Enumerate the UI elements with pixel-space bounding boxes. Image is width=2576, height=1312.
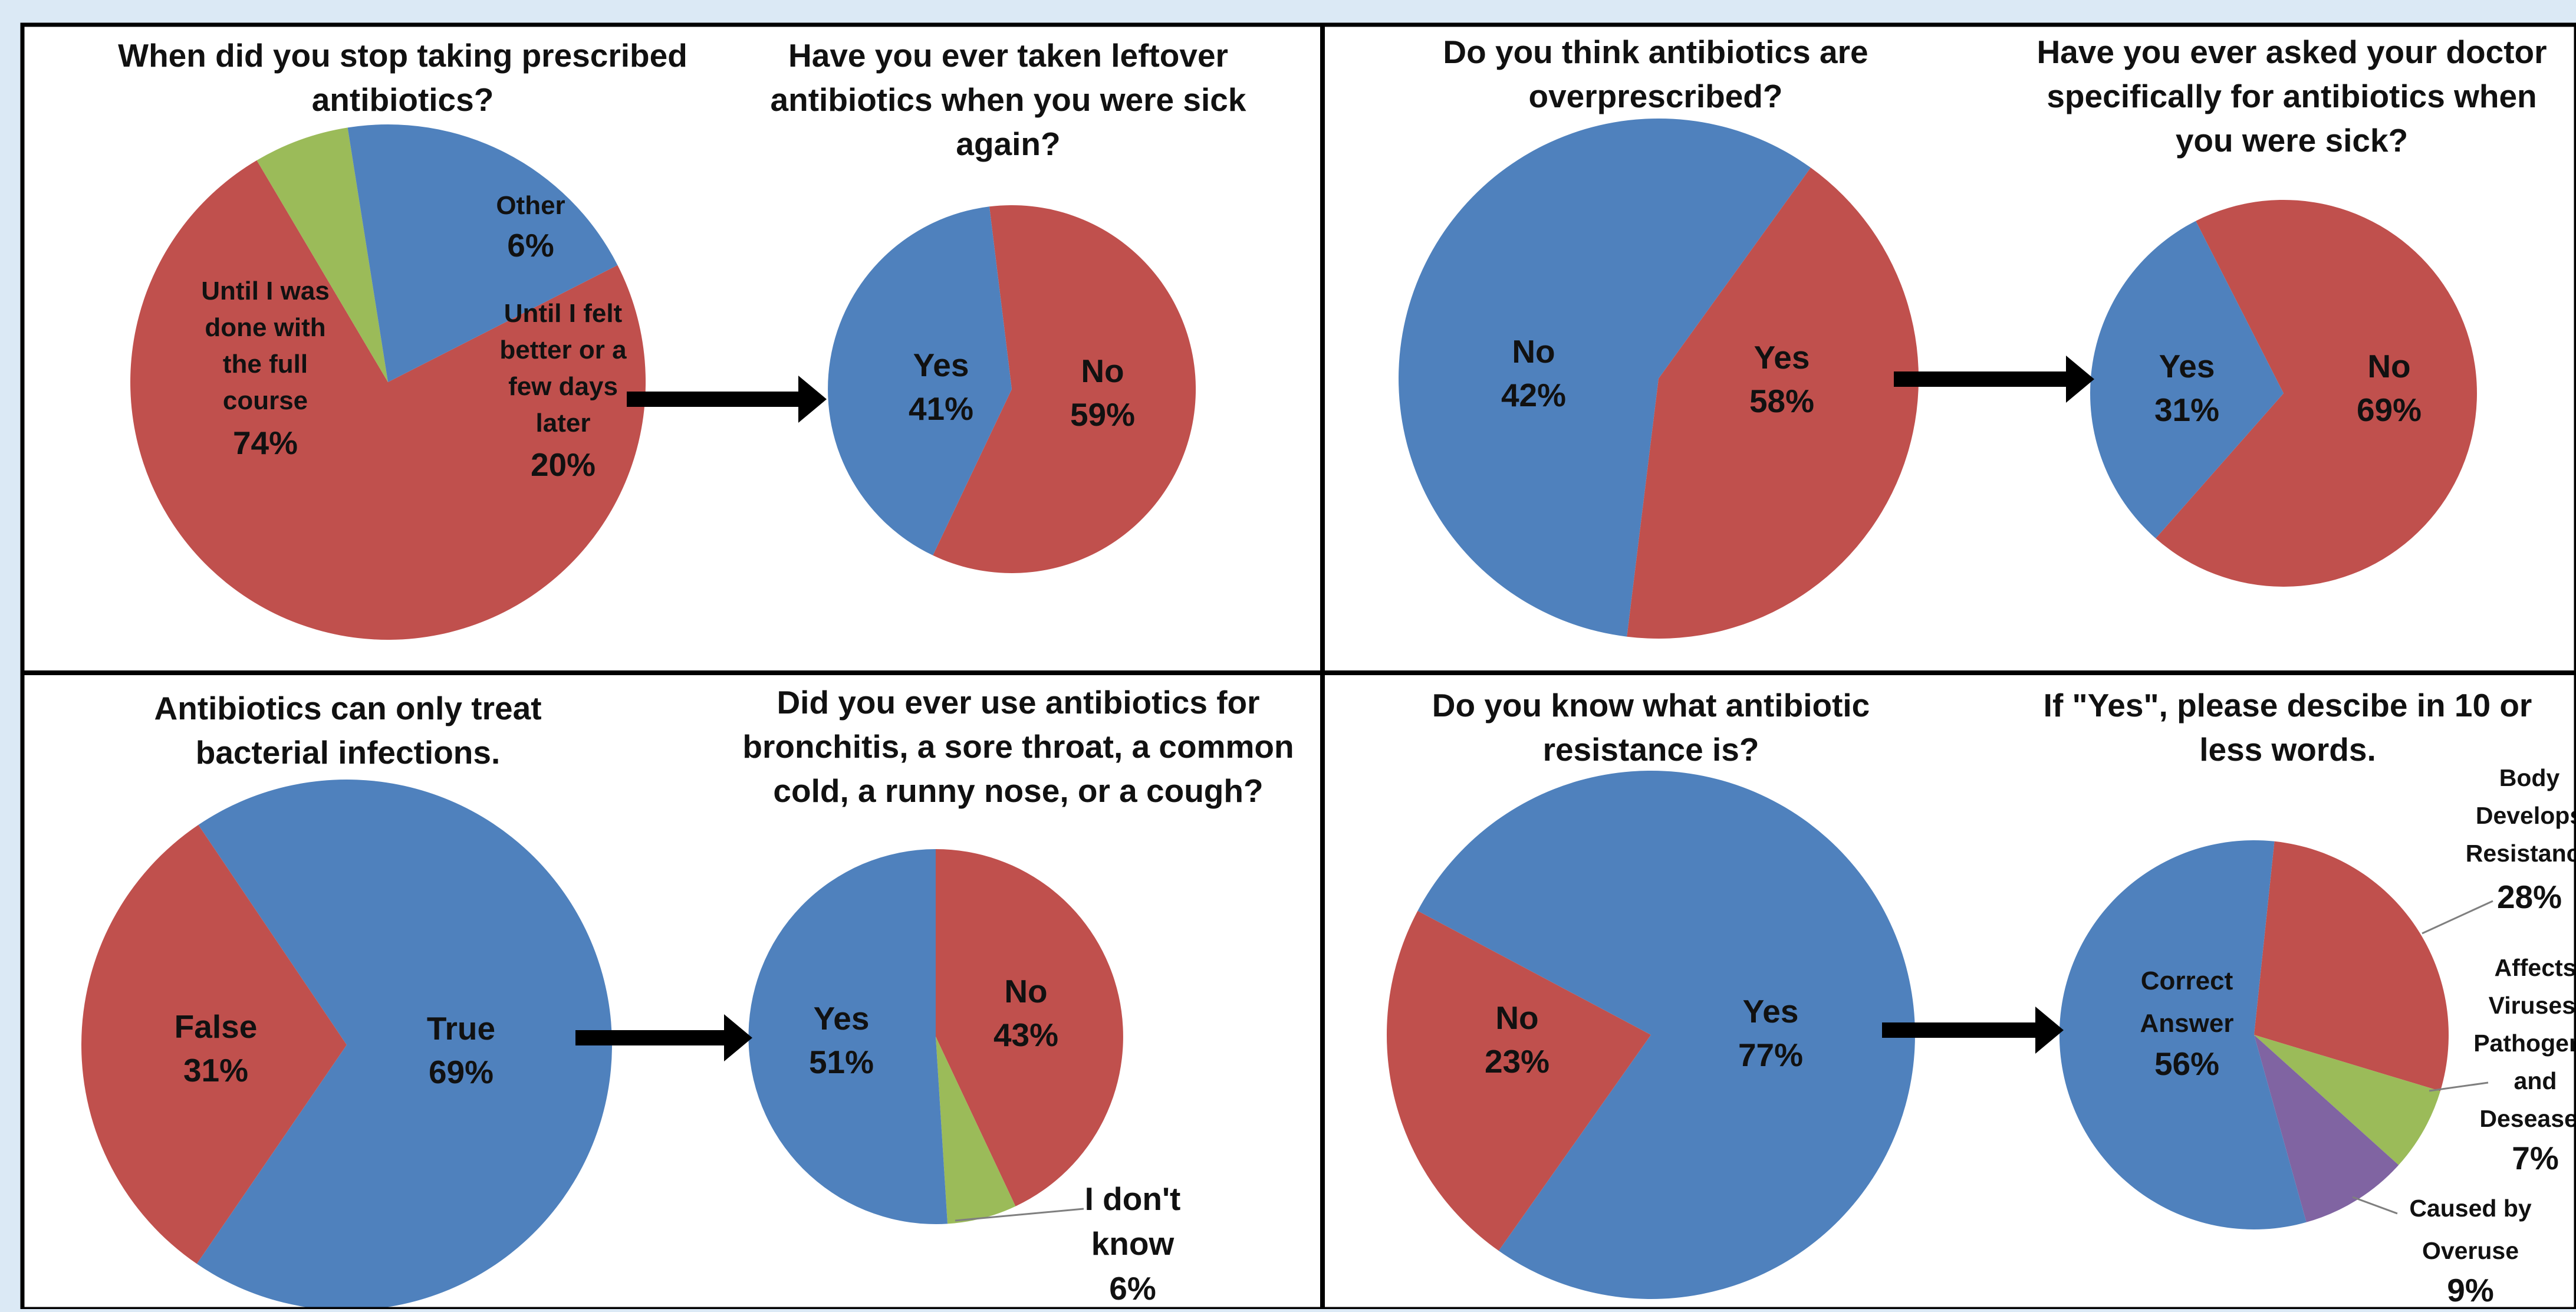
slice-label-caused-by-overuse: Caused by <box>2409 1195 2532 1222</box>
slice-percent-yes: 51% <box>809 1044 874 1080</box>
pie-bacterial <box>81 780 612 1309</box>
chart-title-line: antibiotics? <box>312 81 494 118</box>
slice-label-no: No <box>2367 348 2410 384</box>
slice-label-until-i-felt-better-or-a-few-days-later: few days <box>508 372 618 401</box>
pie-bronchitis <box>748 849 1123 1224</box>
slice-percent-until-i-was-done-with-the-full-course: 74% <box>233 425 298 461</box>
slice-percent-i-don-t-know: 6% <box>1109 1270 1156 1307</box>
slice-percent-no: 69% <box>2357 392 2422 428</box>
slice-label-until-i-felt-better-or-a-few-days-later: Until I felt <box>504 299 623 328</box>
slice-label-no: No <box>1081 353 1124 389</box>
chart-title-line: antibiotics when you were sick <box>771 81 1246 118</box>
slice-label-body-develops-resistance: Develops <box>2476 802 2576 829</box>
pie-leftover <box>828 205 1196 573</box>
slice-percent-correct-answer: 56% <box>2154 1045 2219 1082</box>
slice-label-affects-viruses-pathogens-and-deseases: and <box>2514 1067 2557 1094</box>
slice-label-yes: Yes <box>814 1000 870 1037</box>
chart-title-line: Have you ever asked your doctor <box>2037 34 2547 70</box>
chart-title-line: Did you ever use antibiotics for <box>777 684 1259 721</box>
slice-label-yes: Yes <box>1754 339 1810 376</box>
slice-label-affects-viruses-pathogens-and-deseases: Viruses, <box>2489 992 2576 1019</box>
slice-percent-yes: 41% <box>909 390 973 427</box>
pie-overprescribed <box>1399 119 1919 639</box>
slice-label-affects-viruses-pathogens-and-deseases: Deseases <box>2479 1105 2576 1132</box>
slice-label-caused-by-overuse: Overuse <box>2422 1237 2519 1264</box>
slice-label-until-i-was-done-with-the-full-course: course <box>223 386 308 415</box>
chart-title-line: bronchitis, a sore throat, a common <box>742 728 1294 765</box>
slice-percent-affects-viruses-pathogens-and-deseases: 7% <box>2512 1140 2559 1176</box>
slice-percent-caused-by-overuse: 9% <box>2447 1272 2494 1308</box>
slice-label-correct-answer: Answer <box>2140 1009 2234 1038</box>
chart-title-line: overprescribed? <box>1528 78 1782 114</box>
slice-percent-yes: 31% <box>2154 392 2219 428</box>
slice-label-until-i-was-done-with-the-full-course: done with <box>205 313 325 342</box>
slice-label-no: No <box>1495 999 1538 1036</box>
slice-label-until-i-was-done-with-the-full-course: Until I was <box>201 277 330 305</box>
slice-label-no: No <box>1004 973 1047 1010</box>
slice-percent-true: 69% <box>429 1054 494 1090</box>
chart-title-line: If "Yes", please descibe in 10 or <box>2044 687 2532 724</box>
chart-title-line: you were sick? <box>2176 122 2408 159</box>
slice-label-yes: Yes <box>1743 993 1799 1030</box>
pie-resistance <box>1387 771 1915 1299</box>
slice-label-other: Other <box>496 191 565 220</box>
slice-percent-until-i-felt-better-or-a-few-days-later: 20% <box>531 446 596 483</box>
slice-percent-no: 23% <box>1485 1043 1549 1080</box>
slice-label-no: No <box>1512 333 1555 370</box>
slice-label-false: False <box>175 1008 258 1045</box>
slice-label-correct-answer: Correct <box>2141 966 2233 995</box>
chart-title-line: Do you think antibiotics are <box>1443 34 1868 70</box>
slice-percent-no: 43% <box>993 1017 1058 1053</box>
slice-percent-no: 59% <box>1070 396 1135 433</box>
chart-title-line: bacterial infections. <box>196 734 501 771</box>
slice-label-yes: Yes <box>2159 348 2215 384</box>
slice-percent-yes: 58% <box>1749 383 1814 419</box>
slice-percent-other: 6% <box>507 227 554 264</box>
slice-label-i-don-t-know: know <box>1091 1225 1175 1262</box>
slice-label-until-i-was-done-with-the-full-course: the full <box>223 350 308 379</box>
slice-label-true: True <box>427 1010 495 1047</box>
slice-label-until-i-felt-better-or-a-few-days-later: later <box>536 409 591 438</box>
chart-title-line: specifically for antibiotics when <box>2047 78 2536 114</box>
slice-label-yes: Yes <box>913 347 969 383</box>
slice-label-affects-viruses-pathogens-and-deseases: Pathogens <box>2473 1030 2576 1057</box>
slice-label-until-i-felt-better-or-a-few-days-later: better or a <box>499 336 627 364</box>
chart-title-line: Do you know what antibiotic <box>1432 687 1870 724</box>
slice-label-body-develops-resistance: Body <box>2499 764 2560 791</box>
chart-title-line: cold, a runny nose, or a cough? <box>773 772 1263 809</box>
chart-title-line: again? <box>956 126 1060 162</box>
chart-title-line: When did you stop taking prescribed <box>118 37 687 74</box>
chart-title-line: less words. <box>2199 731 2376 768</box>
slice-percent-no: 42% <box>1501 377 1566 413</box>
slice-label-affects-viruses-pathogens-and-deseases: Affects <box>2495 954 2576 981</box>
slice-label-i-don-t-know: I don't <box>1085 1181 1181 1217</box>
slice-label-body-develops-resistance: Resistance <box>2466 840 2576 867</box>
chart-title-line: resistance is? <box>1543 731 1759 768</box>
pie-describe <box>2060 840 2449 1229</box>
chart-title-line: Antibiotics can only treat <box>154 690 541 726</box>
slice-percent-false: 31% <box>183 1052 248 1089</box>
chart-title-line: Have you ever taken leftover <box>788 37 1228 74</box>
slice-percent-yes: 77% <box>1738 1037 1803 1073</box>
slice-percent-body-develops-resistance: 28% <box>2497 879 2562 915</box>
